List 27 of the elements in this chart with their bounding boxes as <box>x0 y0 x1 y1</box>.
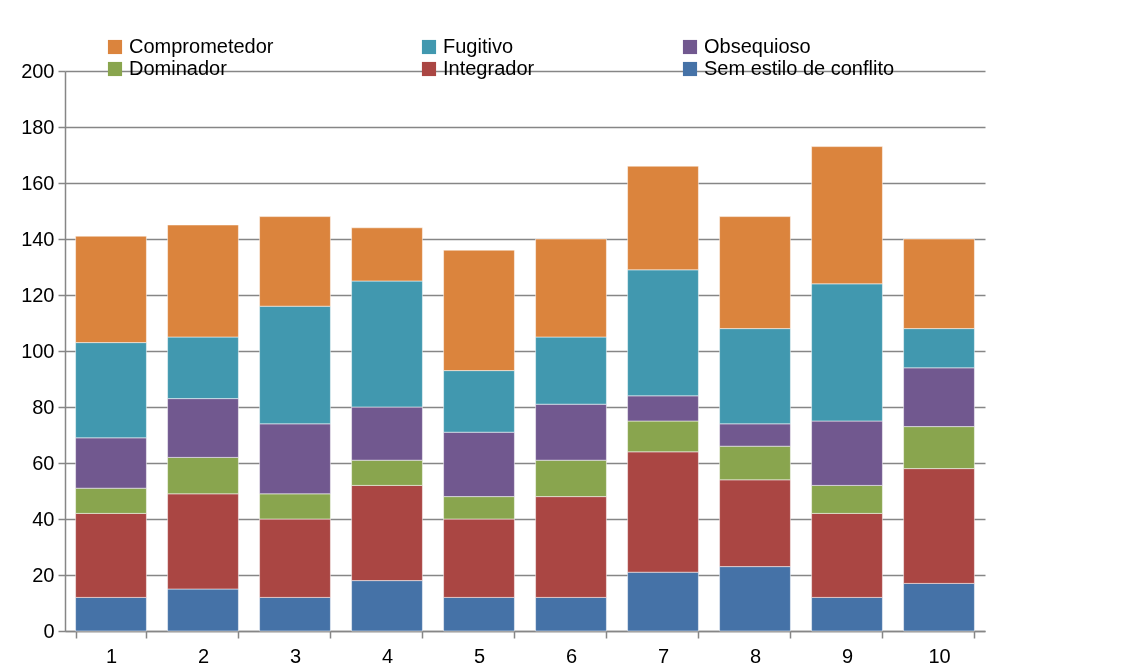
legend-label: Integrador <box>443 57 535 79</box>
y-tick-label: 0 <box>43 619 55 642</box>
y-tick-label: 140 <box>21 227 55 250</box>
y-tick-label: 160 <box>21 171 55 194</box>
x-tick-label: 6 <box>565 644 578 666</box>
y-tick-label: 60 <box>32 451 55 474</box>
y-tick-label: 80 <box>32 395 55 418</box>
legend-label: Obsequioso <box>704 35 811 57</box>
x-tick-label: 3 <box>289 644 302 666</box>
y-tick-label: 100 <box>21 339 55 362</box>
y-tick-label: 40 <box>32 507 55 530</box>
y-tick-label: 180 <box>21 115 55 138</box>
legend-label: Sem estilo de conflito <box>704 57 895 79</box>
x-tick-label: 7 <box>657 644 670 666</box>
y-tick-label: 200 <box>21 59 55 82</box>
x-tick-label: 8 <box>749 644 762 666</box>
x-tick-label: 5 <box>473 644 486 666</box>
legend-label: Comprometedor <box>129 35 274 57</box>
legend-label: Dominador <box>129 57 228 79</box>
legend-label: Fugitivo <box>443 35 514 57</box>
y-tick-label: 120 <box>21 283 55 306</box>
x-tick-label: 10 <box>928 644 951 666</box>
x-tick-label: 1 <box>105 644 118 666</box>
x-tick-label: 9 <box>841 644 854 666</box>
y-tick-label: 20 <box>32 563 55 586</box>
x-tick-label: 4 <box>381 644 394 666</box>
x-tick-label: 2 <box>197 644 210 666</box>
